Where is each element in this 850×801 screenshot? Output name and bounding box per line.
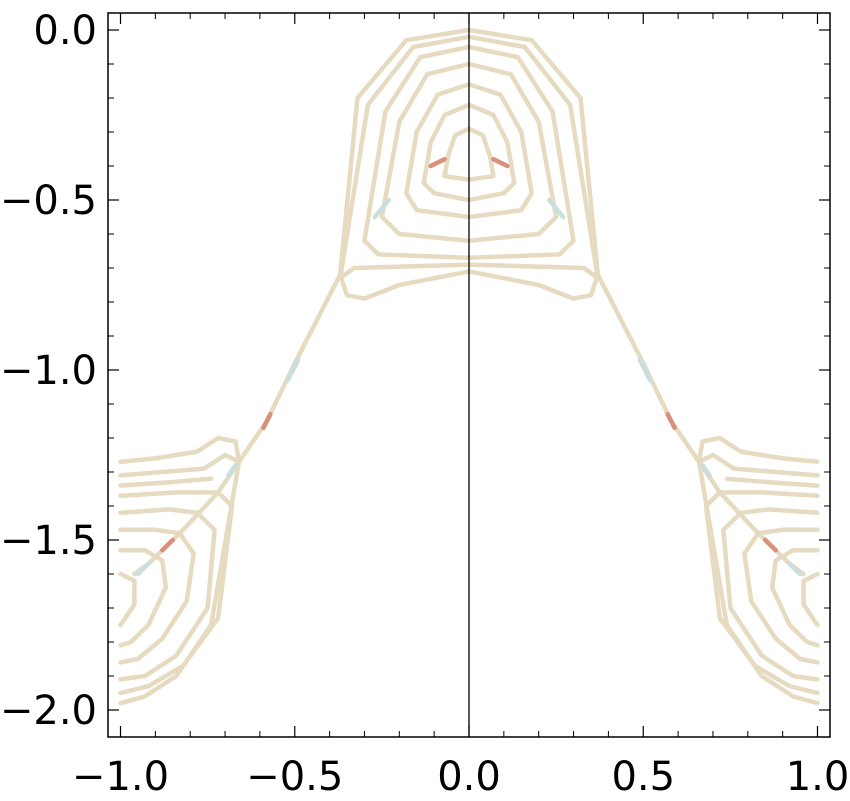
highlight-layer bbox=[135, 156, 803, 577]
x-tick-label: 0.0 bbox=[437, 754, 501, 800]
contour-curve-18 bbox=[696, 452, 820, 478]
contour-curve-6 bbox=[337, 27, 601, 301]
y-tick-label: 0.0 bbox=[33, 8, 97, 54]
contour-curve-16 bbox=[118, 571, 137, 628]
highlight-segment-5 bbox=[285, 357, 301, 383]
contour-curve-4 bbox=[362, 44, 576, 261]
highlight-segment-9 bbox=[135, 561, 151, 577]
x-tick-label: −1.0 bbox=[72, 754, 169, 800]
contour-curve-12 bbox=[118, 490, 235, 696]
curves-layer bbox=[118, 27, 820, 706]
contour-curve-21 bbox=[721, 507, 820, 682]
x-tick-labels: −1.0 −0.5 0.0 0.5 1.0 bbox=[72, 754, 849, 800]
contour-curve-3 bbox=[379, 61, 559, 244]
x-tick-label: 0.5 bbox=[611, 754, 675, 800]
highlight-segment-0 bbox=[428, 156, 447, 169]
highlight-segment-7 bbox=[637, 357, 653, 383]
highlight-segment-13 bbox=[700, 462, 712, 478]
x-tick-label: −0.5 bbox=[246, 754, 343, 800]
x-tick-label: 1.0 bbox=[786, 754, 850, 800]
highlight-segment-4 bbox=[261, 411, 273, 431]
highlight-segment-8 bbox=[160, 537, 176, 553]
y-tick-label: −0.5 bbox=[0, 178, 97, 224]
ticks-layer bbox=[108, 13, 830, 737]
contour-curve-5 bbox=[337, 34, 601, 281]
y-tick-label: −2.0 bbox=[0, 688, 97, 734]
highlight-segment-6 bbox=[665, 411, 677, 431]
contour-curve-2 bbox=[404, 82, 534, 220]
contour-curve-19 bbox=[724, 476, 820, 488]
contour-curve-20 bbox=[703, 490, 820, 696]
contour-curve-9 bbox=[118, 435, 242, 706]
contour-curve-17 bbox=[696, 435, 820, 706]
highlight-segment-12 bbox=[226, 462, 238, 478]
highlight-segment-11 bbox=[787, 561, 803, 577]
contour-curve-24 bbox=[801, 571, 820, 628]
contour-curve-14 bbox=[118, 527, 196, 665]
highlight-segment-10 bbox=[762, 537, 778, 553]
highlight-segment-2 bbox=[372, 197, 392, 220]
highlight-segment-3 bbox=[546, 197, 566, 220]
y-tick-labels: 0.0 −0.5 −1.0 −1.5 −2.0 bbox=[0, 8, 97, 734]
contour-curve-1 bbox=[421, 102, 517, 203]
contour-curve-10 bbox=[118, 452, 242, 478]
contour-curve-0 bbox=[442, 126, 496, 182]
highlight-segment-1 bbox=[491, 156, 510, 169]
contour-curve-11 bbox=[118, 476, 214, 488]
contour-curve-13 bbox=[118, 507, 217, 682]
y-tick-label: −1.0 bbox=[0, 348, 97, 394]
y-tick-label: −1.5 bbox=[0, 518, 97, 564]
contour-curve-22 bbox=[742, 527, 820, 665]
contour-curve-23 bbox=[769, 547, 820, 648]
contour-curve-15 bbox=[118, 547, 169, 648]
